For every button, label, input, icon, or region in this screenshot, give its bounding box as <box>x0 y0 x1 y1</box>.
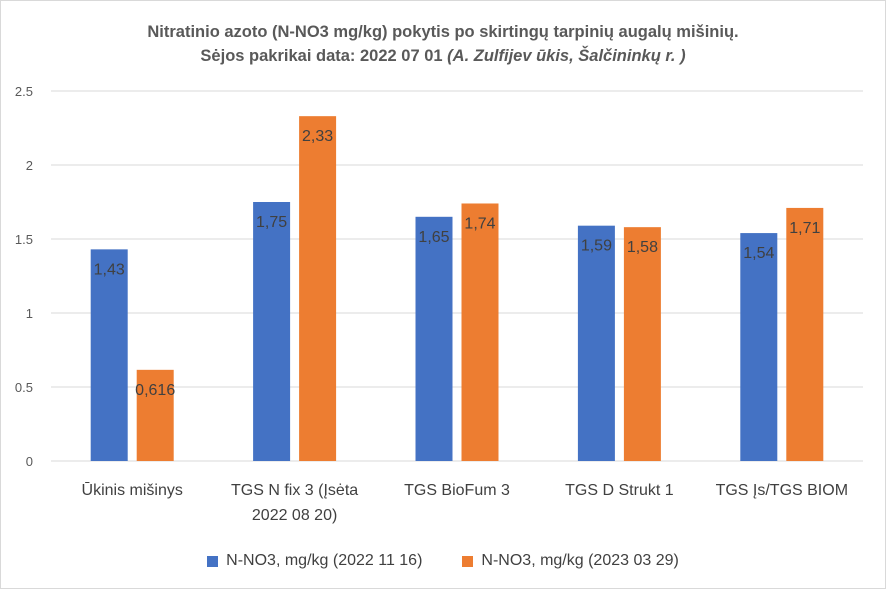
bar-series-2 <box>786 207 824 461</box>
subtitle-farm: (A. Zulfijev ūkis, Šalčininkų r. ) <box>447 47 686 65</box>
legend: N-NO3, mg/kg (2022 11 16) N-NO3, mg/kg (… <box>1 552 885 570</box>
y-tick-label: 1 <box>26 306 33 321</box>
legend-label-series-2: N-NO3, mg/kg (2023 03 29) <box>481 552 679 569</box>
y-tick-label: 1.5 <box>15 232 33 247</box>
bar-series-2 <box>136 369 174 461</box>
chart-title: Nitratinio azoto (N-NO3 mg/kg) pokytis p… <box>147 23 739 41</box>
bar-series-1 <box>90 249 128 461</box>
x-tick-label: TGS N fix 3 (Įsėta <box>231 482 358 499</box>
chart-subtitle: Sėjos pakrikai data: 2022 07 01 (A. Zulf… <box>1 47 885 66</box>
data-label: 1,75 <box>256 214 287 231</box>
data-label: 1,65 <box>418 229 449 246</box>
legend-item-series-2: N-NO3, mg/kg (2023 03 29) <box>462 552 679 570</box>
x-tick-label: TGS BioFum 3 <box>404 482 510 499</box>
y-tick-label: 2.5 <box>15 84 33 99</box>
x-tick-label: TGS D Strukt 1 <box>565 482 674 499</box>
bar-series-1 <box>740 233 778 461</box>
subtitle-date: Sėjos pakrikai data: 2022 07 01 <box>200 47 448 65</box>
bar-series-2 <box>623 227 661 461</box>
bar-series-1 <box>577 225 615 461</box>
bar-series-2 <box>461 203 499 462</box>
bar-series-2 <box>299 116 337 461</box>
legend-swatch-series-1 <box>207 555 219 567</box>
y-tick-label: 0.5 <box>15 380 33 395</box>
legend-label-series-1: N-NO3, mg/kg (2022 11 16) <box>226 552 423 569</box>
bar-chart: 0 0.5 1 1.5 2 2.5 1,43 0,616 Ūkinis mišinys 1,75 2… <box>15 84 863 524</box>
x-tick-label: TGS Įs/TGS BIOM <box>716 482 848 499</box>
legend-swatch-series-2 <box>462 555 474 567</box>
bar-series-1 <box>253 202 291 461</box>
data-label: 2,33 <box>302 128 333 145</box>
data-label: 1,58 <box>627 239 658 256</box>
data-label: 0,616 <box>135 382 175 399</box>
legend-item-series-1: N-NO3, mg/kg (2022 11 16) <box>207 552 422 570</box>
bar-series-1 <box>415 216 453 461</box>
data-label: 1,54 <box>743 245 774 262</box>
data-label: 1,59 <box>581 238 612 255</box>
data-label: 1,74 <box>464 215 495 232</box>
data-label: 1,43 <box>94 261 125 278</box>
y-tick-label: 2 <box>26 158 33 173</box>
data-label: 1,71 <box>789 220 820 237</box>
y-tick-label: 0 <box>26 454 33 469</box>
x-tick-label: 2022 08 20) <box>252 507 337 524</box>
x-tick-label: Ūkinis mišinys <box>82 481 183 499</box>
